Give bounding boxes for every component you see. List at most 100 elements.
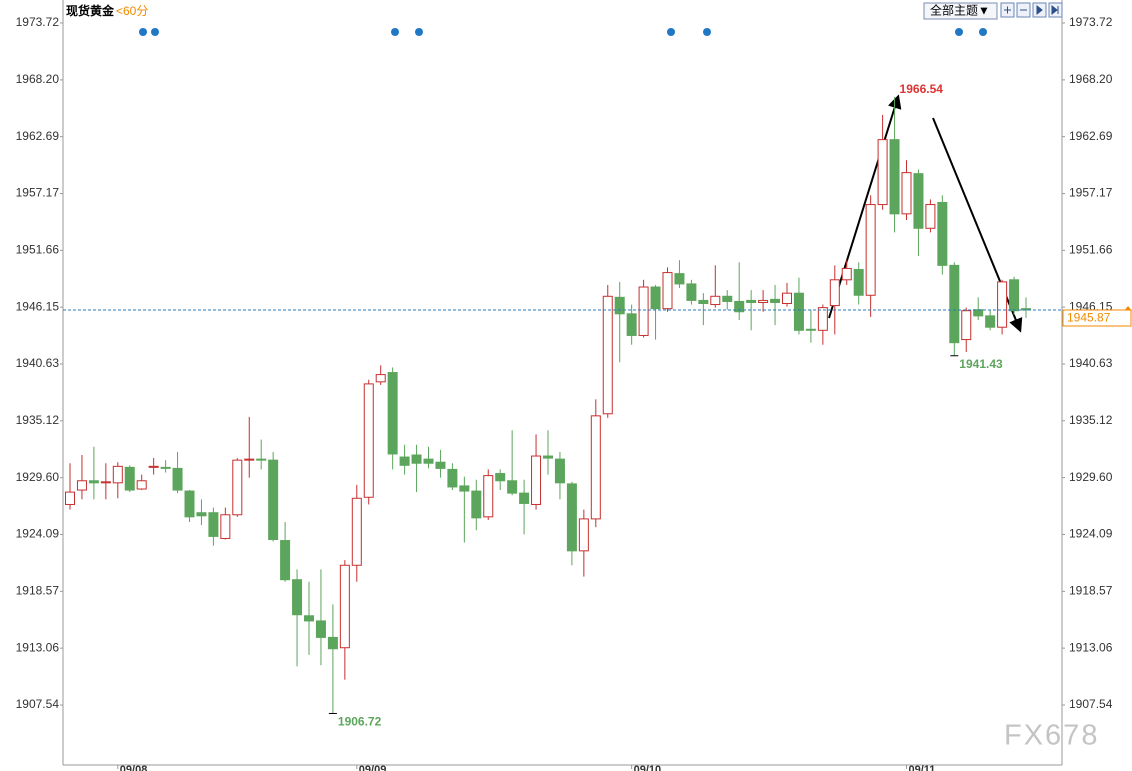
- y-tick-label: 1962.69: [16, 129, 60, 143]
- event-dot[interactable]: [139, 28, 147, 36]
- y-tick-label: 1957.17: [16, 186, 60, 200]
- y-tick-label: 1973.72: [16, 15, 60, 29]
- candle-body: [399, 456, 410, 466]
- y-tick-label: 1913.06: [1069, 640, 1113, 654]
- theme-button[interactable]: [923, 2, 998, 20]
- candle-body: [160, 466, 171, 469]
- candle-body: [327, 636, 338, 650]
- candle-body: [339, 564, 350, 649]
- candle-body: [710, 295, 721, 306]
- y-tick-label: 1946.15: [16, 299, 60, 313]
- candle-body: [925, 204, 936, 229]
- y-tick-label: 1907.54: [16, 697, 60, 711]
- event-dot[interactable]: [415, 28, 423, 36]
- candle-body: [805, 328, 816, 331]
- x-tick-label: 09/09: [359, 764, 387, 771]
- low-annotation: 1906.72: [338, 715, 382, 729]
- watermark: FX678: [1004, 720, 1099, 752]
- candle-body: [566, 483, 577, 552]
- y-tick-label: 1907.54: [1069, 697, 1113, 711]
- y-tick-label: 1940.63: [1069, 356, 1113, 370]
- theme-button-label[interactable]: 全部主题▼: [930, 3, 990, 18]
- candle-body: [76, 480, 87, 491]
- candle-body: [232, 459, 243, 516]
- candle-body: [268, 459, 279, 541]
- candle-body: [411, 454, 422, 464]
- candle-body: [148, 465, 159, 468]
- chart-title: 现货黄金: [66, 3, 115, 18]
- candle-body: [913, 173, 924, 229]
- candle-body: [184, 490, 195, 518]
- candle-body: [973, 309, 984, 317]
- candle-body: [387, 372, 398, 455]
- event-markers: [139, 28, 987, 36]
- y-tick-label: 1935.12: [16, 413, 60, 427]
- y-tick-label: 1940.63: [16, 356, 60, 370]
- candle-body: [841, 267, 852, 281]
- candle-body: [495, 473, 506, 482]
- candle-body: [315, 620, 326, 638]
- candle-body: [746, 299, 757, 303]
- event-dot[interactable]: [151, 28, 159, 36]
- candle-body: [626, 313, 637, 336]
- candle-body: [124, 466, 135, 491]
- candle-body: [829, 279, 840, 307]
- x-tick-label: 09/10: [634, 764, 662, 771]
- candle-body: [949, 264, 960, 344]
- candle-body: [901, 172, 912, 215]
- candle-body: [853, 268, 864, 296]
- candle-body: [614, 296, 625, 315]
- event-dot[interactable]: [703, 28, 711, 36]
- candle-body: [734, 300, 745, 313]
- candle-body: [937, 202, 948, 266]
- event-dot[interactable]: [979, 28, 987, 36]
- candle-body: [423, 458, 434, 464]
- y-tick-label: 1918.57: [1069, 584, 1113, 598]
- y-tick-label: 1957.17: [1069, 186, 1113, 200]
- candle-body: [112, 465, 123, 484]
- candle-body: [961, 310, 972, 341]
- candle-body: [172, 467, 183, 491]
- candle-body: [698, 299, 709, 305]
- candle-body: [782, 292, 792, 305]
- candle-body: [877, 139, 888, 206]
- candle-body: [280, 540, 291, 581]
- y-tick-label: 1935.12: [1069, 413, 1113, 427]
- event-dot[interactable]: [955, 28, 963, 36]
- candle-body: [590, 415, 601, 520]
- candles: [65, 96, 1031, 714]
- y-tick-label: 1918.57: [16, 584, 60, 598]
- candle-body: [363, 383, 374, 498]
- candle-body: [208, 512, 219, 537]
- candle-body: [722, 295, 733, 302]
- candle-body: [531, 455, 542, 505]
- candle-body: [375, 374, 386, 383]
- candle-body: [292, 579, 303, 616]
- candle-body: [758, 299, 769, 303]
- y-tick-label: 1962.69: [1069, 129, 1113, 143]
- candle-body: [770, 298, 781, 303]
- y-tick-label: 1929.60: [16, 470, 60, 484]
- candle-body: [865, 204, 876, 296]
- candle-body: [674, 273, 685, 285]
- event-dot[interactable]: [667, 28, 675, 36]
- event-dot[interactable]: [391, 28, 399, 36]
- price-label: 1945.87: [1067, 311, 1111, 325]
- candle-body: [88, 480, 99, 484]
- candle-body: [1009, 279, 1020, 312]
- candle-body: [351, 497, 362, 566]
- candle-body: [136, 480, 147, 490]
- high-annotation: 1966.54: [900, 82, 944, 96]
- candle-body: [889, 139, 900, 215]
- y-tick-label: 1951.66: [1069, 242, 1113, 256]
- toolbar-glyphs: [1004, 4, 1059, 16]
- candle-body: [256, 458, 267, 461]
- candle-body: [985, 315, 996, 328]
- candle-body: [483, 475, 494, 518]
- y-tick-label: 1924.09: [1069, 527, 1113, 541]
- candle-body: [100, 481, 111, 484]
- y-tick-label: 1973.72: [1069, 15, 1113, 29]
- candle-body: [638, 286, 649, 336]
